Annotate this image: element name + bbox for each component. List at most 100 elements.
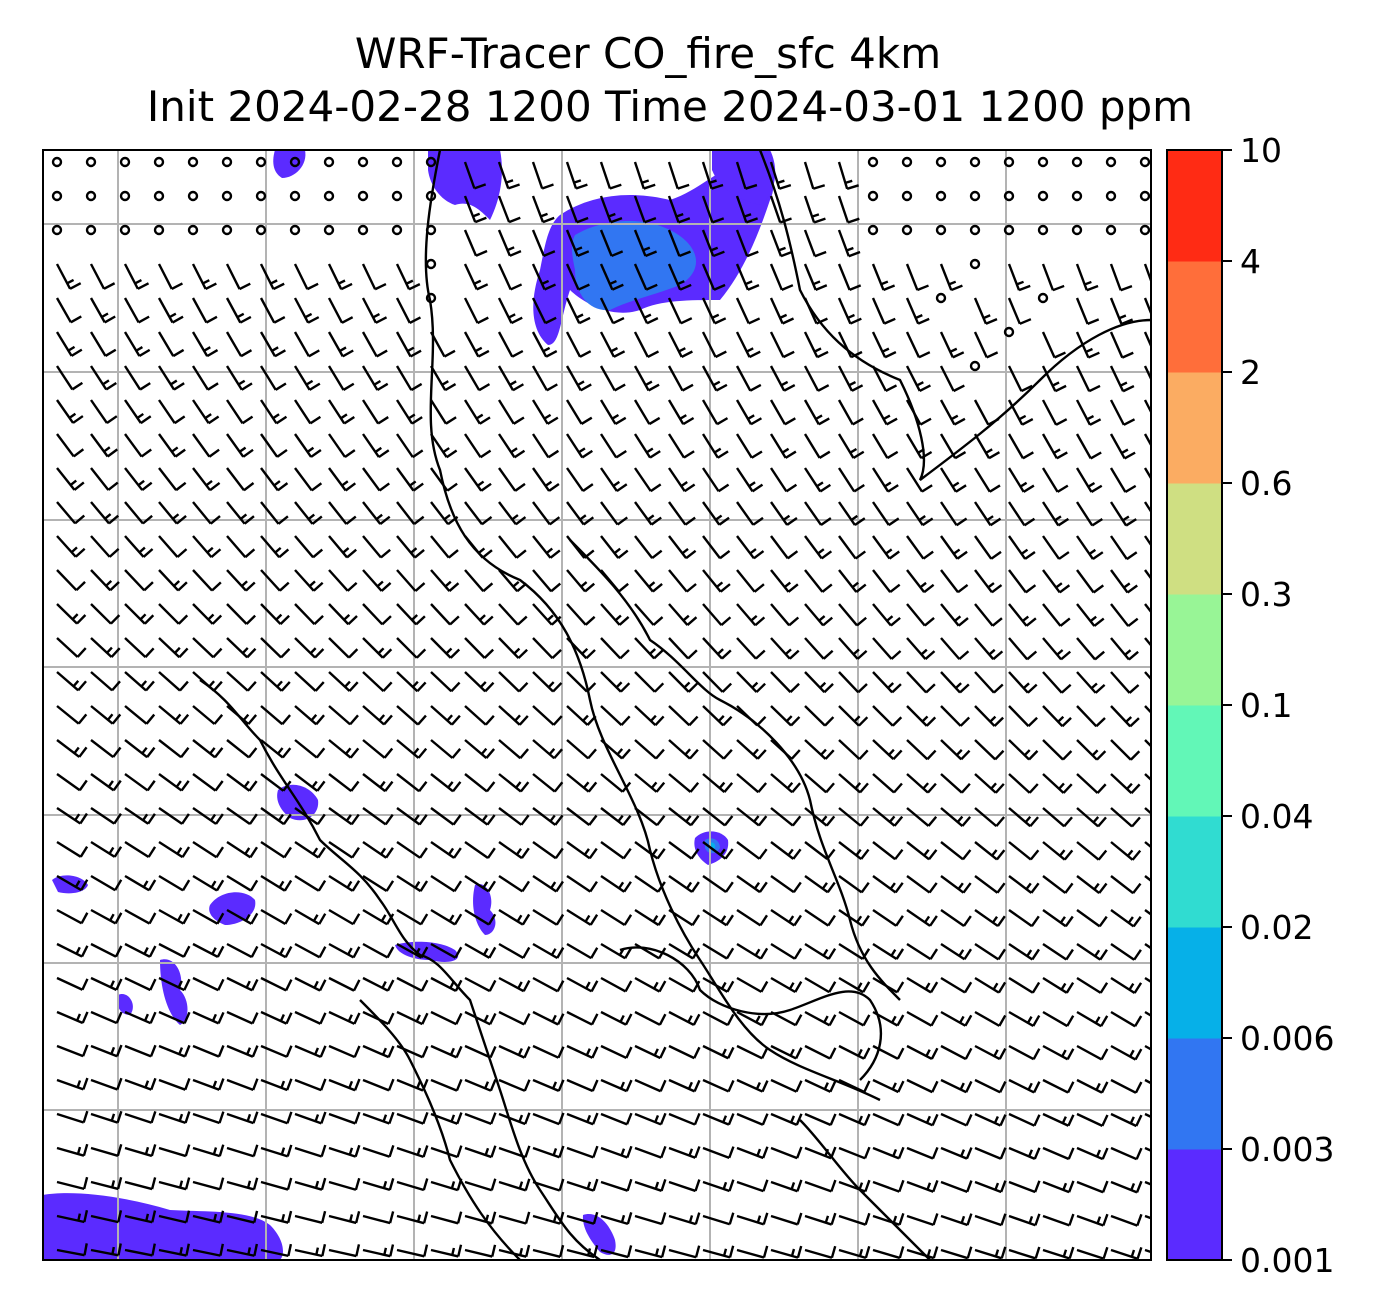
wind-barb bbox=[192, 942, 225, 959]
wind-barb bbox=[701, 263, 726, 291]
calm-wind-marker bbox=[323, 156, 335, 168]
wind-barb bbox=[1007, 399, 1034, 426]
wind-barb bbox=[633, 229, 658, 258]
wind-barb bbox=[837, 229, 861, 258]
wind-barb bbox=[294, 433, 322, 458]
wind-barb bbox=[906, 1246, 939, 1260]
wind-barb bbox=[395, 399, 423, 425]
wind-barb bbox=[872, 603, 901, 627]
wind-barb bbox=[634, 1044, 667, 1060]
wind-barb bbox=[260, 773, 292, 792]
calm-wind-marker bbox=[51, 190, 63, 202]
wind-barb bbox=[396, 874, 429, 893]
wind-barb bbox=[1008, 535, 1036, 560]
wind-barb bbox=[464, 467, 492, 492]
calm-wind-marker bbox=[119, 156, 131, 168]
wind-barb bbox=[124, 1010, 157, 1025]
calm-wind-marker bbox=[289, 156, 301, 168]
wind-barb bbox=[362, 874, 395, 893]
wind-barb bbox=[837, 195, 860, 224]
wind-barb bbox=[294, 535, 324, 559]
calm-wind-marker bbox=[935, 224, 947, 236]
wind-barb bbox=[906, 569, 935, 594]
wind-barb bbox=[498, 908, 531, 926]
wind-barb bbox=[463, 331, 490, 358]
wind-barbs bbox=[51, 156, 1151, 1260]
wind-barb bbox=[532, 1178, 565, 1192]
wind-barb bbox=[1109, 433, 1136, 460]
wind-barb bbox=[396, 637, 427, 659]
wind-barb bbox=[464, 1044, 497, 1059]
wind-barb bbox=[260, 840, 292, 859]
wind-barb bbox=[804, 1245, 837, 1259]
wind-barb bbox=[396, 908, 429, 926]
wind-barb bbox=[226, 942, 259, 959]
wind-barb bbox=[430, 467, 458, 492]
wind-barb bbox=[123, 331, 151, 358]
calm-wind-marker bbox=[935, 292, 947, 304]
wind-barb bbox=[396, 1078, 429, 1092]
wind-barb bbox=[327, 263, 353, 291]
wind-barb bbox=[260, 1177, 293, 1191]
wind-barb bbox=[498, 1044, 531, 1059]
wind-barb bbox=[328, 637, 359, 659]
wind-barb bbox=[769, 331, 795, 359]
wind-barb bbox=[973, 399, 1000, 426]
wind-barb bbox=[532, 467, 560, 492]
wind-barb bbox=[1144, 705, 1151, 715]
wind-barb bbox=[633, 263, 658, 291]
wind-barb bbox=[974, 603, 1003, 627]
wind-barb bbox=[395, 365, 423, 392]
wind-barb bbox=[56, 1044, 89, 1058]
wind-barb bbox=[532, 807, 564, 826]
wind-barb bbox=[124, 467, 153, 492]
wind-barb bbox=[1008, 807, 1039, 828]
wind-barb bbox=[362, 705, 393, 726]
wind-barb bbox=[260, 569, 290, 592]
wind-barb bbox=[1007, 433, 1034, 460]
calm-wind-marker bbox=[289, 224, 301, 236]
wind-barb bbox=[1144, 1248, 1151, 1254]
wind-barb bbox=[702, 1146, 735, 1159]
wind-barb bbox=[226, 637, 257, 659]
wind-barb bbox=[1042, 1010, 1075, 1028]
wind-barb bbox=[90, 840, 123, 858]
wind-barb bbox=[362, 1078, 395, 1092]
wind-barb bbox=[361, 297, 388, 324]
wind-barb bbox=[566, 671, 597, 693]
wind-barb bbox=[940, 875, 972, 894]
wind-barb bbox=[464, 671, 495, 693]
wind-barb bbox=[906, 841, 938, 861]
wind-barb bbox=[634, 1212, 667, 1226]
wind-barb bbox=[124, 569, 154, 592]
wind-barb bbox=[361, 263, 387, 291]
wind-barb bbox=[497, 433, 526, 459]
wind-barb bbox=[1110, 1180, 1143, 1194]
wind-barb bbox=[124, 807, 156, 825]
wind-barb bbox=[701, 331, 727, 359]
wind-barb bbox=[566, 1145, 599, 1159]
wind-barb bbox=[1076, 1180, 1109, 1194]
wind-barb bbox=[906, 501, 934, 527]
wind-barb bbox=[260, 433, 288, 458]
wind-barb bbox=[803, 161, 826, 190]
wind-barb bbox=[90, 671, 121, 692]
wind-barb bbox=[566, 637, 596, 660]
wind-barb bbox=[1109, 365, 1135, 393]
wind-barb bbox=[1075, 263, 1099, 292]
coastlines bbox=[199, 150, 1151, 1260]
wind-barb bbox=[1110, 705, 1140, 728]
wind-barb bbox=[498, 1010, 531, 1026]
wind-barb bbox=[668, 603, 698, 626]
wind-barb bbox=[565, 399, 593, 425]
wind-barb bbox=[464, 1112, 497, 1126]
wind-barb bbox=[294, 1010, 327, 1025]
wind-barb bbox=[668, 569, 697, 593]
wind-barb bbox=[294, 874, 327, 892]
wind-barb bbox=[769, 161, 792, 190]
wind-barb bbox=[124, 874, 157, 892]
wind-barb bbox=[736, 705, 767, 727]
wind-barb bbox=[464, 739, 496, 759]
wind-barb bbox=[1076, 739, 1107, 761]
wind-barb bbox=[804, 1212, 837, 1226]
